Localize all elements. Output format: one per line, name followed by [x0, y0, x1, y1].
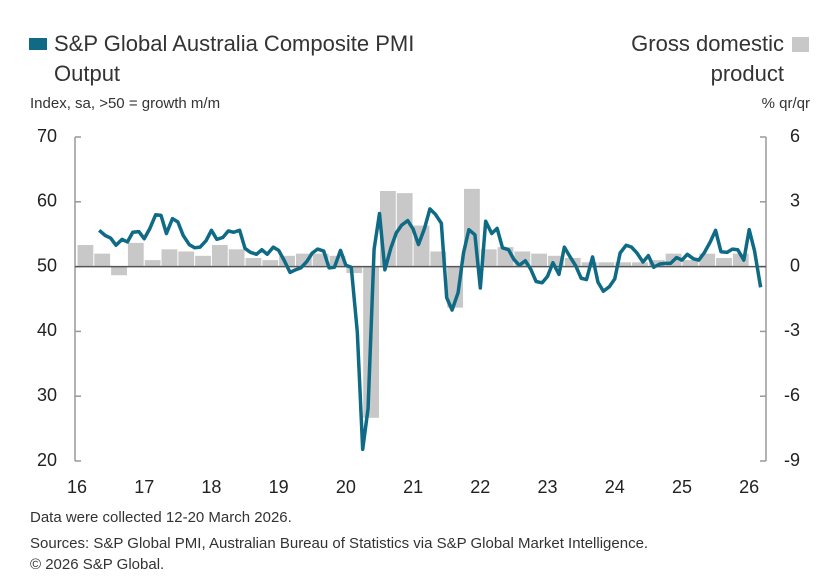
bar	[682, 260, 699, 267]
x-tick-label: 18	[201, 477, 221, 497]
y-tick-label: 40	[37, 320, 57, 340]
y2-tick-label: -3	[784, 320, 800, 340]
bar	[94, 253, 111, 267]
bar	[615, 262, 632, 267]
y2-tick-label: 6	[790, 126, 800, 146]
bar	[396, 193, 413, 267]
bar	[211, 245, 228, 267]
x-tick-label: 17	[134, 477, 154, 497]
note: Data were collected 12-20 March 2026.	[30, 509, 292, 526]
bar	[111, 266, 127, 276]
bar	[262, 260, 279, 267]
x-tick-label: 22	[470, 477, 490, 497]
x-tick-label: 21	[403, 477, 423, 497]
bar	[413, 225, 430, 267]
x-tick-label: 26	[739, 477, 759, 497]
bar	[228, 249, 245, 267]
bar	[245, 257, 262, 267]
x-tick-label: 16	[67, 477, 87, 497]
y-tick-label: 50	[37, 255, 57, 275]
bar	[598, 262, 615, 267]
x-tick-label: 24	[605, 477, 625, 497]
x-tick-label: 23	[538, 477, 558, 497]
legend-swatch	[29, 38, 47, 50]
bar	[77, 245, 94, 267]
bar	[648, 260, 665, 267]
legend-label: Gross domestic product	[631, 31, 784, 86]
y-tick-label: 70	[37, 126, 57, 146]
y2-axis-label: % qr/qr	[761, 95, 810, 112]
legend-label: S&P Global Australia Composite PMI Outpu…	[54, 31, 415, 86]
legend-swatch	[792, 37, 809, 52]
x-tick-label: 25	[672, 477, 692, 497]
line	[98, 207, 763, 452]
bar	[195, 255, 211, 267]
y-tick-label: 30	[37, 385, 57, 405]
bar	[127, 242, 144, 267]
bar	[178, 251, 195, 267]
y-tick-label: 60	[37, 191, 57, 211]
bar	[531, 253, 548, 267]
bar	[346, 266, 363, 274]
x-tick-label: 20	[336, 477, 356, 497]
bar	[716, 257, 732, 267]
note: Sources: S&P Global PMI, Australian Bure…	[30, 535, 649, 552]
bar	[279, 255, 295, 267]
y-axis-label: Index, sa, >50 = growth m/m	[30, 95, 221, 112]
y2-tick-label: -9	[784, 450, 800, 470]
y2-tick-label: 3	[790, 191, 800, 211]
x-tick-label: 19	[269, 477, 289, 497]
bar	[632, 262, 648, 267]
y2-tick-label: -6	[784, 385, 800, 405]
note: © 2026 S&P Global.	[30, 556, 165, 573]
y-tick-label: 20	[37, 450, 57, 470]
bar	[161, 249, 178, 267]
bar	[548, 255, 564, 267]
bar	[144, 260, 161, 267]
y2-tick-label: 0	[790, 255, 800, 275]
